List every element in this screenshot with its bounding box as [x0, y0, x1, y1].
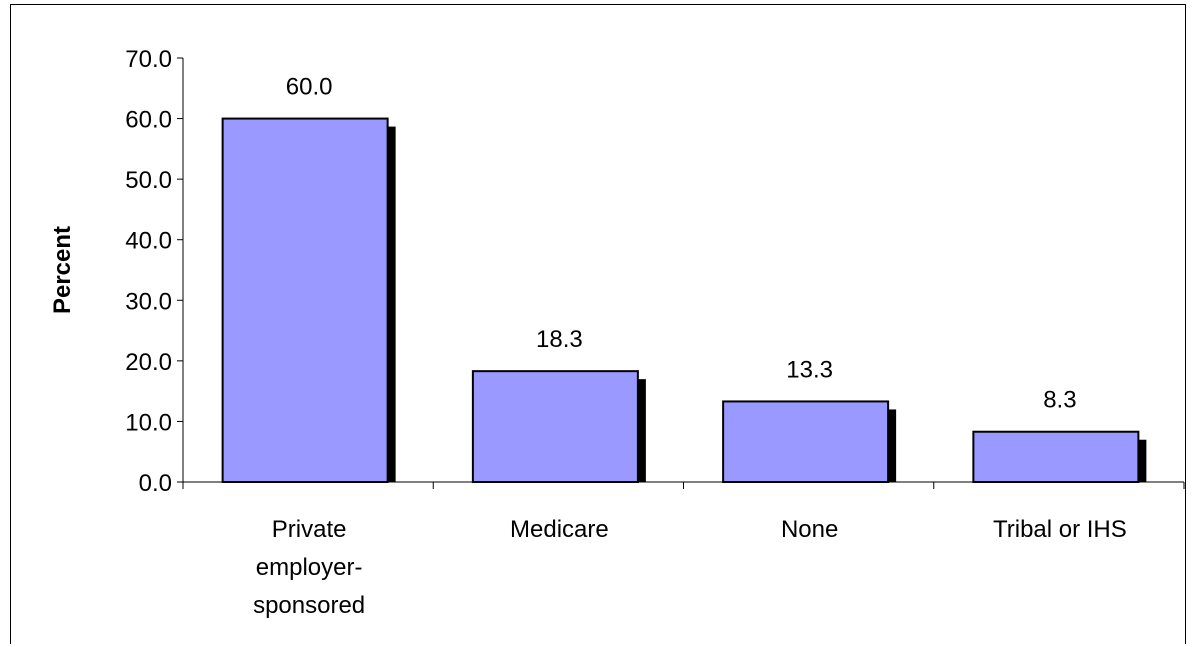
bar-shadow	[1138, 439, 1147, 482]
y-tick-label: 20.0	[125, 349, 172, 376]
x-category-label-line: None	[781, 516, 838, 543]
y-tick-label: 60.0	[125, 107, 172, 134]
x-category-label: Medicare	[510, 516, 609, 543]
chart-frame	[10, 4, 1186, 644]
labels-group: 60.0 Private employer-sponsored 18.3 Medicar…	[253, 74, 1127, 619]
bar-value-label: 13.3	[786, 356, 833, 383]
y-tick-label: 0.0	[139, 470, 172, 497]
axes-group: 0.0 10.0 20.0 30.0 40.0 50.0 60.0 70.0 Percent	[49, 46, 1185, 497]
bar-shadow	[888, 409, 897, 482]
y-axis-title: Percent	[49, 226, 76, 314]
bar-value-label: 60.0	[286, 74, 333, 101]
bar	[722, 400, 890, 483]
y-tick-label: 30.0	[125, 288, 172, 315]
x-category-label: None	[781, 516, 838, 543]
y-tick-label: 40.0	[125, 228, 172, 255]
y-tick-label: 50.0	[125, 167, 172, 194]
bar-value-label: 8.3	[1043, 387, 1076, 414]
bar	[972, 430, 1140, 483]
bar	[471, 370, 639, 484]
y-tick-label: 70.0	[125, 46, 172, 73]
bar-shadow	[637, 379, 646, 482]
x-category-label-line: sponsored	[253, 592, 365, 619]
x-category-label-line: Medicare	[510, 516, 609, 543]
y-tick-label: 10.0	[125, 409, 172, 436]
x-category-label: Private employer-sponsored	[253, 516, 365, 619]
x-category-label-line: Private	[272, 516, 347, 543]
x-category-label: Tribal or IHS	[993, 516, 1127, 543]
x-category-label-line: Tribal or IHS	[993, 516, 1127, 543]
x-category-label-line: employer-	[256, 554, 363, 581]
bars-group	[221, 117, 1147, 484]
bar-shadow	[387, 126, 396, 483]
bar-value-label: 18.3	[536, 326, 583, 353]
bar	[221, 117, 389, 483]
